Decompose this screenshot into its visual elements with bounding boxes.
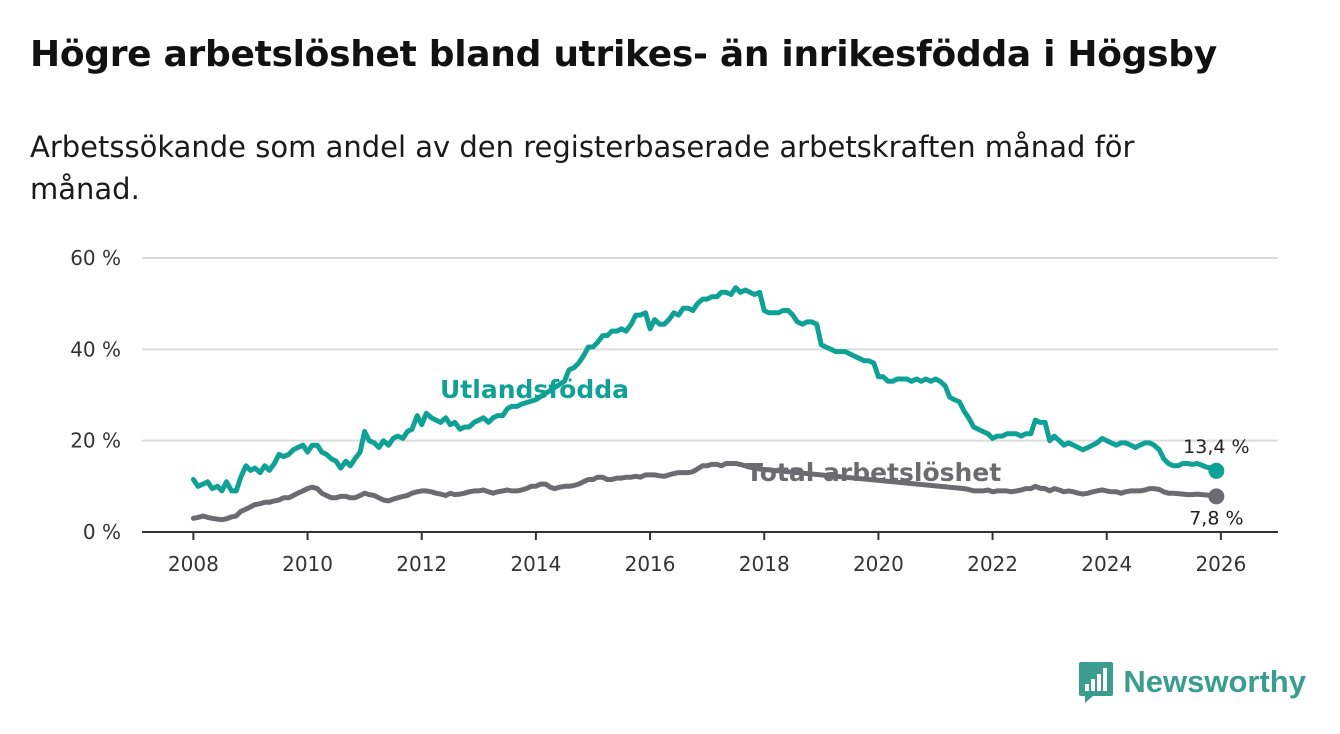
x-tick-label: 2026 <box>1195 552 1246 576</box>
grid-lines <box>142 257 1278 442</box>
y-tick-label: 60 % <box>70 246 121 270</box>
line-chart: 0 % 20 % 40 % 60 % 2008 2010 2012 2014 2016 2018 2… <box>70 246 1278 576</box>
end-value-total: 7,8 % <box>1189 507 1243 529</box>
x-tick-label: 2014 <box>510 552 561 576</box>
brand-name: Newsworthy <box>1123 664 1306 699</box>
x-axis <box>142 531 1278 540</box>
series-line-total <box>190 461 1219 523</box>
end-point-utlandsfodda <box>1208 462 1225 479</box>
series-label-total: Total arbetslöshet <box>746 458 1001 487</box>
y-tick-label: 40 % <box>70 337 121 361</box>
x-tick-label: 2012 <box>396 552 447 576</box>
x-tick-label: 2024 <box>1081 552 1132 576</box>
chart-subtitle: Arbetssökande som andel av den registerb… <box>30 130 1135 206</box>
series-lines <box>190 285 1225 523</box>
end-point-total <box>1208 488 1225 505</box>
x-tick-label: 2008 <box>168 552 219 576</box>
series-label-utlandsfodda: Utlandsfödda <box>440 375 629 404</box>
bar-chart-icon <box>1079 662 1114 703</box>
x-tick-label: 2022 <box>967 552 1018 576</box>
series-line-utlandsfodda <box>190 285 1219 494</box>
x-tick-label: 2016 <box>625 552 676 576</box>
x-tick-label: 2018 <box>739 552 790 576</box>
end-value-utlandsfodda: 13,4 % <box>1183 436 1249 458</box>
page-title: Högre arbetslöshet bland utrikes- än inr… <box>30 34 1217 75</box>
chart-labels: 0 % 20 % 40 % 60 % 2008 2010 2012 2014 2016 2018 2… <box>70 246 1249 576</box>
x-tick-label: 2010 <box>282 552 333 576</box>
newsworthy-logo[interactable]: Newsworthy <box>1077 660 1306 704</box>
y-tick-label: 20 % <box>70 429 121 453</box>
y-tick-label: 0 % <box>83 520 121 544</box>
x-tick-label: 2020 <box>853 552 904 576</box>
